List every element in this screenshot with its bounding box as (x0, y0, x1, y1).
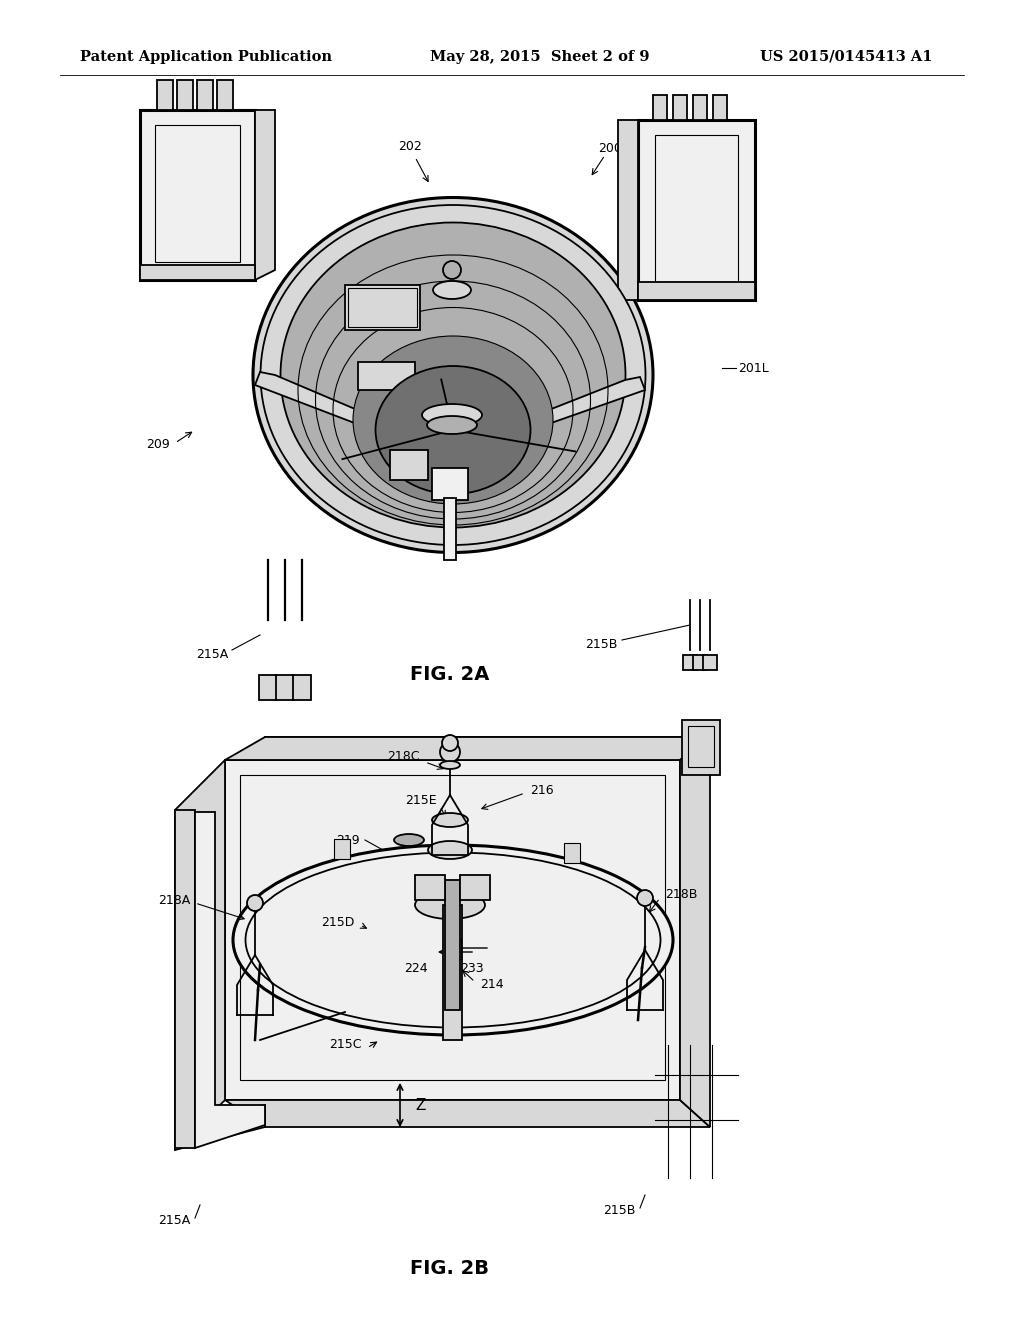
Polygon shape (177, 81, 193, 110)
Polygon shape (225, 1100, 710, 1127)
Ellipse shape (433, 281, 471, 300)
Ellipse shape (376, 366, 530, 494)
Text: Z: Z (415, 1097, 425, 1113)
Polygon shape (358, 362, 415, 389)
Polygon shape (255, 110, 275, 280)
Ellipse shape (428, 841, 472, 859)
Polygon shape (197, 81, 213, 110)
Polygon shape (683, 655, 697, 671)
Polygon shape (618, 120, 638, 300)
Text: FIG. 2B: FIG. 2B (411, 1258, 489, 1278)
Ellipse shape (428, 886, 472, 904)
Polygon shape (259, 675, 278, 700)
Ellipse shape (233, 845, 673, 1035)
Polygon shape (432, 469, 468, 500)
Polygon shape (175, 810, 195, 1148)
Polygon shape (445, 880, 460, 1010)
Text: 209: 209 (146, 438, 170, 451)
Polygon shape (293, 675, 311, 700)
Polygon shape (703, 655, 717, 671)
Polygon shape (465, 378, 645, 450)
Polygon shape (225, 760, 680, 1100)
Polygon shape (564, 843, 580, 863)
Text: 218B: 218B (665, 888, 697, 902)
Text: 216: 216 (469, 289, 493, 301)
Text: FIG. 2A: FIG. 2A (411, 665, 489, 685)
Polygon shape (638, 120, 755, 300)
Ellipse shape (427, 416, 477, 434)
Ellipse shape (281, 223, 626, 528)
Polygon shape (276, 675, 294, 700)
Polygon shape (673, 95, 687, 120)
Text: 215B: 215B (586, 639, 618, 652)
Text: 215A: 215A (196, 648, 228, 661)
Text: 215A: 215A (158, 1213, 190, 1226)
Ellipse shape (440, 762, 460, 770)
Text: 201L: 201L (738, 362, 769, 375)
Polygon shape (157, 81, 173, 110)
Polygon shape (445, 939, 461, 958)
Polygon shape (385, 352, 440, 425)
Ellipse shape (260, 205, 645, 545)
Polygon shape (195, 812, 265, 1148)
Text: 215D: 215D (322, 916, 355, 928)
Polygon shape (460, 875, 490, 900)
Polygon shape (225, 737, 710, 760)
Circle shape (442, 735, 458, 751)
Text: 214: 214 (480, 978, 504, 991)
Polygon shape (265, 737, 710, 760)
Ellipse shape (415, 891, 485, 919)
Polygon shape (175, 1105, 265, 1150)
Text: 224: 224 (404, 961, 428, 974)
Text: 202: 202 (398, 140, 422, 153)
Polygon shape (140, 110, 255, 280)
Ellipse shape (422, 404, 482, 426)
Polygon shape (334, 838, 350, 859)
Text: 215E: 215E (406, 793, 437, 807)
Polygon shape (415, 875, 445, 900)
Polygon shape (443, 906, 462, 1040)
Text: 218A: 218A (158, 894, 190, 907)
Polygon shape (428, 425, 472, 470)
Polygon shape (217, 81, 233, 110)
Text: Patent Application Publication: Patent Application Publication (80, 50, 332, 63)
Text: 219: 219 (336, 833, 360, 846)
Polygon shape (680, 737, 710, 1127)
Polygon shape (175, 760, 225, 1150)
Text: 215B: 215B (603, 1204, 635, 1217)
Polygon shape (693, 95, 707, 120)
Text: 215C: 215C (330, 1039, 362, 1052)
Polygon shape (255, 372, 435, 450)
Polygon shape (390, 450, 428, 480)
Polygon shape (345, 285, 420, 330)
Polygon shape (140, 265, 255, 280)
Ellipse shape (432, 813, 468, 828)
Text: 212: 212 (340, 301, 364, 314)
Text: 218C: 218C (387, 751, 420, 763)
Text: 233: 233 (460, 961, 483, 974)
Text: 200: 200 (598, 141, 622, 154)
Circle shape (443, 261, 461, 279)
Text: 214: 214 (391, 298, 415, 312)
Ellipse shape (353, 337, 553, 504)
Text: US 2015/0145413 A1: US 2015/0145413 A1 (760, 50, 933, 63)
Ellipse shape (253, 198, 653, 553)
Text: May 28, 2015  Sheet 2 of 9: May 28, 2015 Sheet 2 of 9 (430, 50, 649, 63)
Circle shape (637, 890, 653, 906)
Polygon shape (682, 719, 720, 775)
Polygon shape (653, 95, 667, 120)
Polygon shape (444, 498, 456, 560)
Polygon shape (638, 282, 755, 300)
Circle shape (247, 895, 263, 911)
Ellipse shape (394, 834, 424, 846)
Polygon shape (713, 95, 727, 120)
Polygon shape (693, 655, 707, 671)
Circle shape (440, 742, 460, 762)
Text: 216: 216 (530, 784, 554, 796)
